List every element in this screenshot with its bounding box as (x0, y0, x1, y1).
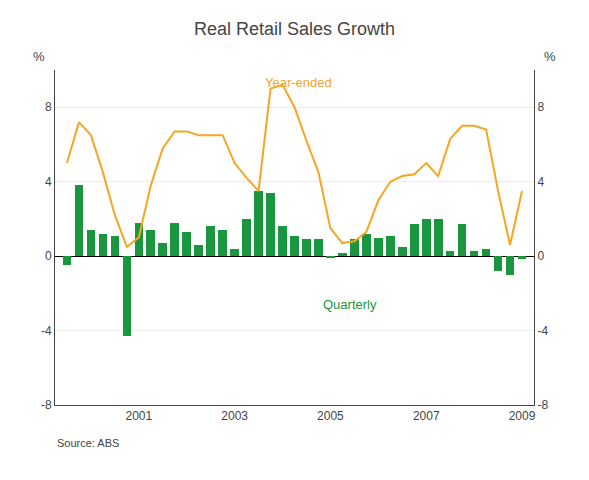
svg-text:-4: -4 (537, 324, 548, 338)
svg-text:-8: -8 (41, 398, 52, 412)
svg-text:4: 4 (537, 175, 544, 189)
svg-text:2001: 2001 (125, 409, 152, 423)
svg-text:0: 0 (45, 249, 52, 263)
svg-text:8: 8 (45, 100, 52, 114)
svg-text:Source: ABS: Source: ABS (57, 437, 119, 449)
svg-text:2007: 2007 (413, 409, 440, 423)
svg-text:8: 8 (537, 100, 544, 114)
svg-text:2003: 2003 (221, 409, 248, 423)
svg-text:0: 0 (537, 249, 544, 263)
svg-text:2009: 2009 (509, 409, 536, 423)
svg-text:-8: -8 (537, 398, 548, 412)
svg-text:-4: -4 (41, 324, 52, 338)
svg-text:2005: 2005 (317, 409, 344, 423)
svg-text:Year-ended: Year-ended (265, 75, 332, 90)
svg-text:4: 4 (45, 175, 52, 189)
svg-text:Real Retail Sales Growth: Real Retail Sales Growth (194, 19, 395, 39)
svg-text:%: % (33, 49, 45, 64)
svg-text:%: % (544, 49, 556, 64)
svg-text:Quarterly: Quarterly (323, 297, 377, 312)
